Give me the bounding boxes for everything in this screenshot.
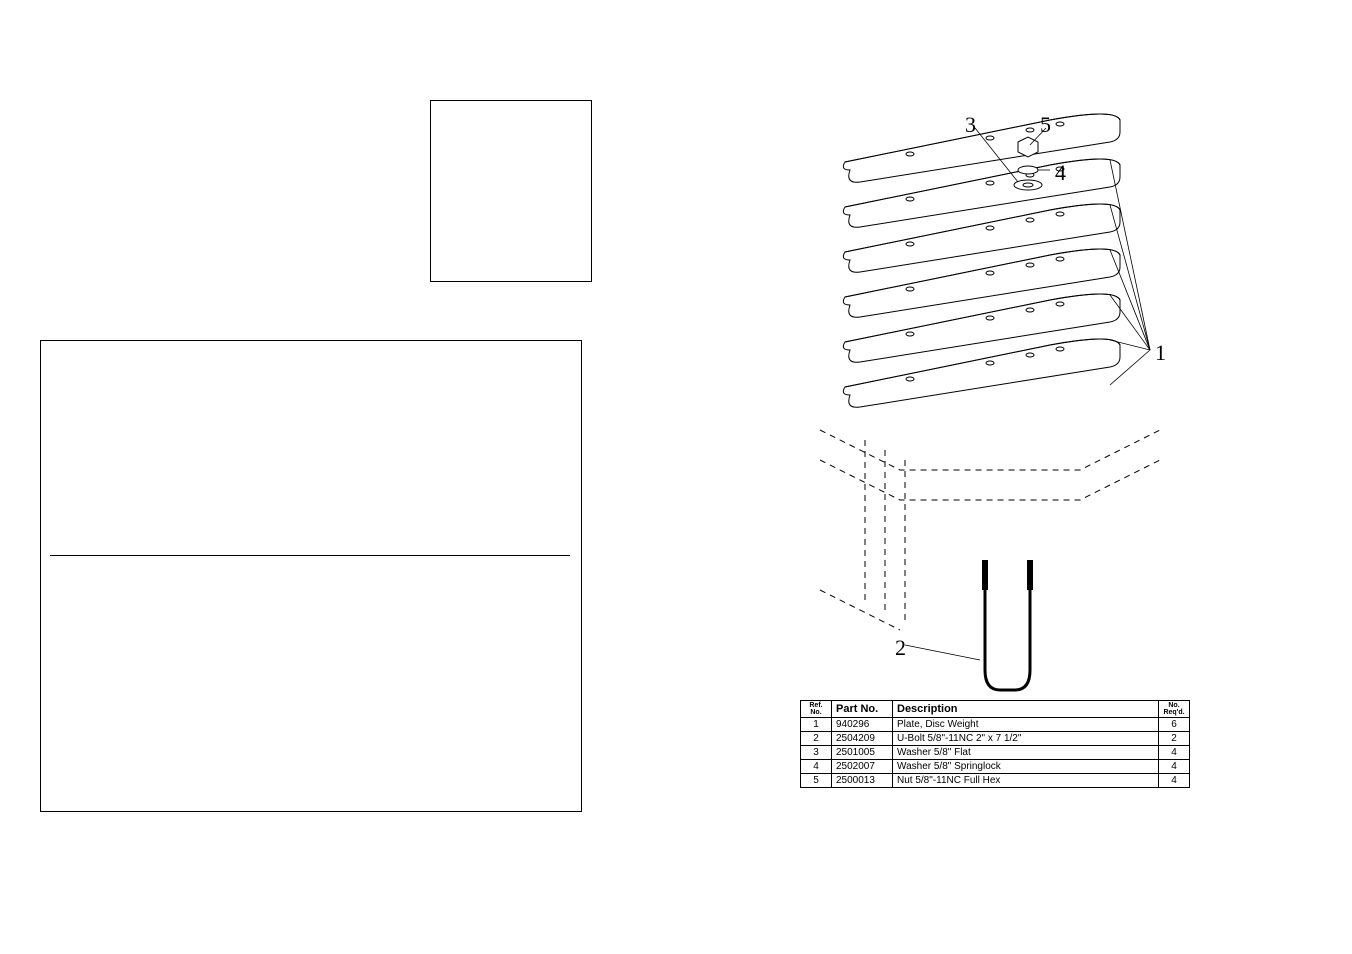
bom-cell-part: 2502007	[832, 760, 893, 774]
page: 1 2 3 4 5 Ref. No. Part No. Description …	[0, 0, 1352, 954]
bom-cell-desc: Plate, Disc Weight	[893, 718, 1159, 732]
bom-hdr-part: Part No.	[832, 701, 893, 718]
bom-cell-qty: 4	[1159, 760, 1190, 774]
bom-cell-part: 2500013	[832, 774, 893, 788]
bom-table: Ref. No. Part No. Description No. Req'd.…	[800, 700, 1190, 788]
bom-cell-qty: 4	[1159, 746, 1190, 760]
callout-5: 5	[1040, 112, 1051, 138]
callout-2: 2	[895, 635, 906, 661]
box-divider	[50, 555, 570, 556]
bom-cell-ref: 2	[801, 732, 832, 746]
callout-4: 4	[1055, 160, 1066, 186]
bom-cell-ref: 5	[801, 774, 832, 788]
bom-row: 1 940296 Plate, Disc Weight 6	[801, 718, 1190, 732]
empty-box-small	[430, 100, 592, 282]
bom-cell-qty: 6	[1159, 718, 1190, 732]
exploded-view-diagram	[800, 100, 1200, 700]
callout-3: 3	[965, 112, 976, 138]
bom-row: 2 2504209 U-Bolt 5/8"-11NC 2" x 7 1/2" 2	[801, 732, 1190, 746]
bom-cell-qty: 2	[1159, 732, 1190, 746]
bom-cell-part: 940296	[832, 718, 893, 732]
bom-body: 1 940296 Plate, Disc Weight 6 2 2504209 …	[801, 718, 1190, 788]
bom-hdr-ref: Ref. No.	[801, 701, 832, 718]
callout-1-label: 1	[1155, 340, 1166, 365]
diagram-svg	[800, 100, 1200, 700]
bom-cell-desc: Washer 5/8" Flat	[893, 746, 1159, 760]
bom-cell-desc: Nut 5/8"-11NC Full Hex	[893, 774, 1159, 788]
empty-box-large	[40, 340, 582, 812]
bom-header: Ref. No. Part No. Description No. Req'd.	[801, 701, 1190, 718]
bom-row: 5 2500013 Nut 5/8"-11NC Full Hex 4	[801, 774, 1190, 788]
callout-3-label: 3	[965, 112, 976, 137]
callout-5-label: 5	[1040, 112, 1051, 137]
bom-cell-desc: U-Bolt 5/8"-11NC 2" x 7 1/2"	[893, 732, 1159, 746]
callout-2-label: 2	[895, 635, 906, 660]
callout-4-label: 4	[1055, 160, 1066, 185]
bom-cell-desc: Washer 5/8" Springlock	[893, 760, 1159, 774]
bom-cell-ref: 3	[801, 746, 832, 760]
bom-cell-part: 2501005	[832, 746, 893, 760]
bom-cell-qty: 4	[1159, 774, 1190, 788]
fastener-stack	[1014, 137, 1042, 190]
bom-hdr-desc: Description	[893, 701, 1159, 718]
bom-cell-part: 2504209	[832, 732, 893, 746]
u-bolt	[985, 560, 1030, 690]
bom-hdr-qty: No. Req'd.	[1159, 701, 1190, 718]
bom-row: 3 2501005 Washer 5/8" Flat 4	[801, 746, 1190, 760]
bom-cell-ref: 1	[801, 718, 832, 732]
bom-row: 4 2502007 Washer 5/8" Springlock 4	[801, 760, 1190, 774]
callout-1: 1	[1155, 340, 1166, 366]
bom-cell-ref: 4	[801, 760, 832, 774]
